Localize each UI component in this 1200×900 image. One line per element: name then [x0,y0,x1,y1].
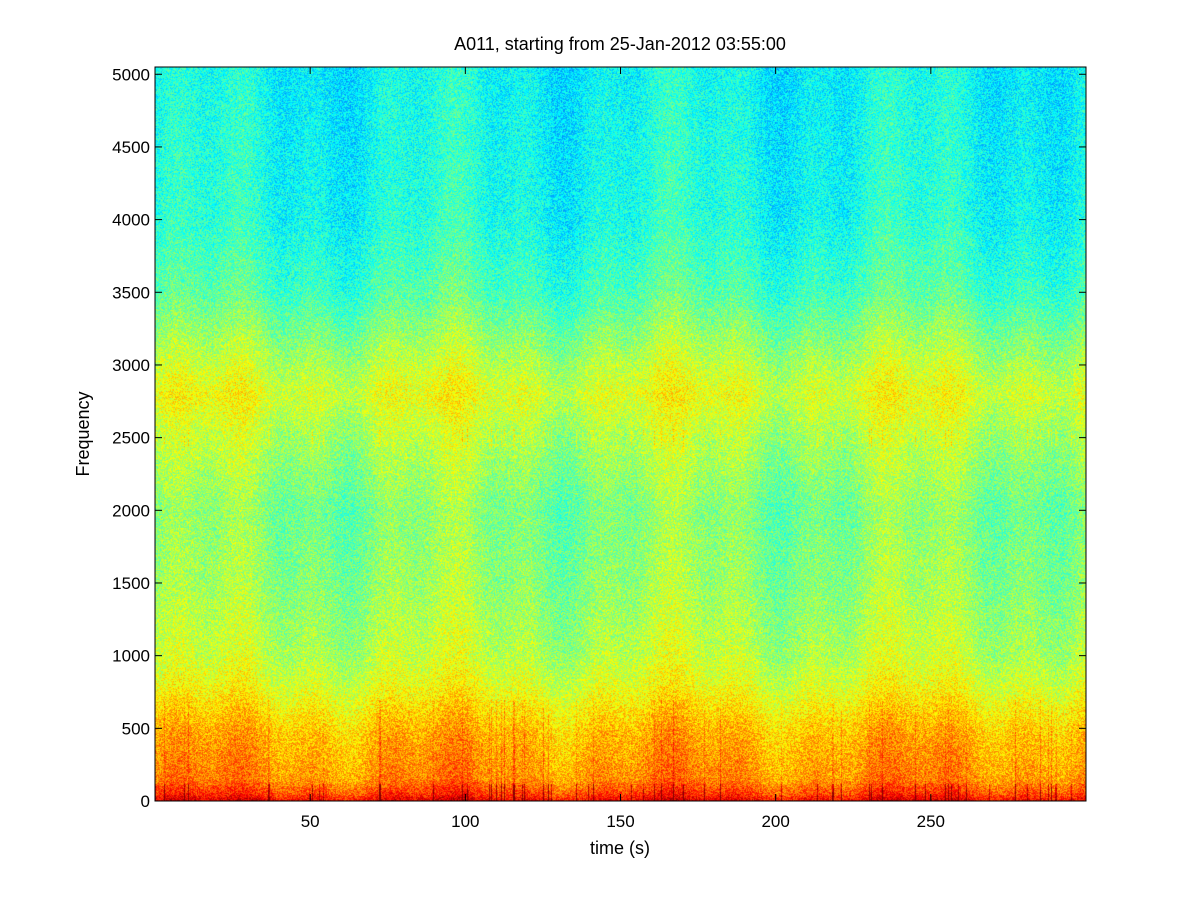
y-axis: 0 500 1000 1500 2000 2500 3000 3500 4000 4500 5000 [112,65,1086,811]
x-tick-label: 200 [761,812,789,831]
y-tick-label: 3500 [112,283,150,302]
y-tick-label: 4500 [112,138,150,157]
y-tick-label: 500 [122,719,150,738]
x-tick-label: 250 [917,812,945,831]
y-tick-label: 3000 [112,356,150,375]
x-axis-label: time (s) [590,838,650,858]
y-tick-label: 5000 [112,65,150,84]
y-tick-label: 0 [141,792,150,811]
spectrogram-image [155,67,1086,801]
y-axis-label: Frequency [73,391,93,476]
y-tick-label: 1000 [112,647,150,666]
chart-title: A011, starting from 25-Jan-2012 03:55:00 [454,34,786,54]
axes-box [154,66,1087,802]
y-tick-label: 4000 [112,211,150,230]
x-tick-label: 50 [301,812,320,831]
x-tick-label: 100 [451,812,479,831]
x-axis: 50 100 150 200 250 [301,67,945,831]
y-tick-label: 2500 [112,429,150,448]
x-tick-label: 150 [606,812,634,831]
plot-area [155,67,1086,801]
y-tick-label: 2000 [112,501,150,520]
y-tick-label: 1500 [112,574,150,593]
